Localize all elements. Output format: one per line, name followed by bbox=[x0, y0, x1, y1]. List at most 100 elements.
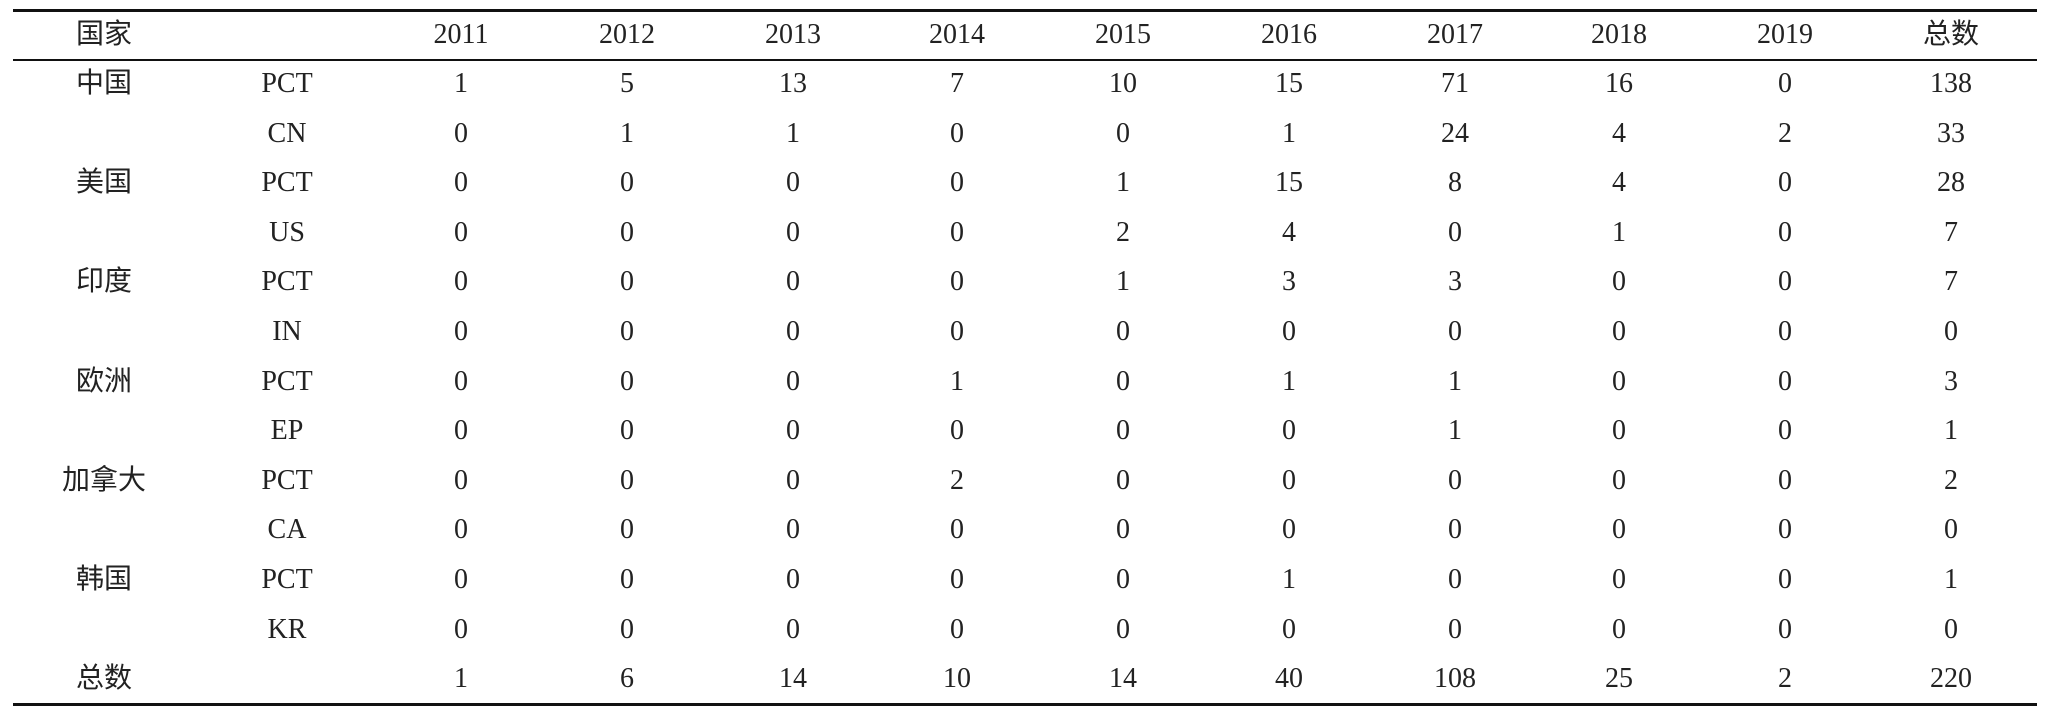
count-cell: 0 bbox=[454, 415, 468, 447]
patent-office: PCT bbox=[261, 365, 313, 397]
count-cell: 0 bbox=[950, 266, 964, 298]
count-cell: 0 bbox=[1612, 564, 1626, 595]
count-cell: 1 bbox=[454, 68, 468, 99]
count-cell: 0 bbox=[454, 117, 468, 149]
patent-office: PCT bbox=[261, 266, 313, 298]
count-cell: 0 bbox=[1282, 613, 1296, 645]
header-year: 2013 bbox=[765, 19, 821, 50]
count-cell: 1 bbox=[1282, 564, 1296, 595]
count-cell: 0 bbox=[1282, 415, 1296, 447]
count-cell: 71 bbox=[1441, 68, 1469, 99]
patent-office: PCT bbox=[261, 68, 313, 99]
country-name: 中国 bbox=[75, 68, 133, 99]
footer-label: 总数 bbox=[75, 663, 133, 695]
footer-count: 108 bbox=[1434, 663, 1476, 695]
count-cell: 0 bbox=[1116, 316, 1130, 347]
count-cell: 0 bbox=[454, 316, 468, 347]
count-cell: 0 bbox=[1778, 564, 1792, 595]
count-cell: 1 bbox=[1282, 365, 1296, 397]
header-country: 国家 bbox=[75, 19, 133, 50]
count-cell: 1 bbox=[786, 117, 800, 149]
count-cell: 4 bbox=[1612, 117, 1626, 149]
footer-count: 10 bbox=[943, 663, 971, 695]
count-cell: 0 bbox=[1612, 365, 1626, 397]
row-total: 33 bbox=[1937, 117, 1965, 149]
count-cell: 0 bbox=[950, 564, 964, 595]
count-cell: 0 bbox=[1116, 564, 1130, 595]
count-cell: 1 bbox=[1612, 216, 1626, 248]
count-cell: 0 bbox=[1116, 117, 1130, 149]
patent-office: IN bbox=[272, 316, 302, 347]
count-cell: 0 bbox=[950, 415, 964, 447]
footer-total: 220 bbox=[1930, 663, 1972, 695]
count-cell: 15 bbox=[1275, 167, 1303, 199]
count-cell: 0 bbox=[1778, 365, 1792, 397]
count-cell: 0 bbox=[620, 216, 634, 248]
row-total: 0 bbox=[1944, 316, 1958, 347]
count-cell: 0 bbox=[1116, 514, 1130, 546]
header-year: 2016 bbox=[1261, 19, 1317, 50]
patent-office: CA bbox=[267, 514, 307, 546]
country-name: 印度 bbox=[75, 266, 133, 298]
count-cell: 0 bbox=[950, 514, 964, 546]
count-cell: 7 bbox=[950, 68, 964, 99]
count-cell: 3 bbox=[1282, 266, 1296, 298]
count-cell: 2 bbox=[1778, 117, 1792, 149]
count-cell: 0 bbox=[1612, 316, 1626, 347]
patent-office: PCT bbox=[261, 464, 313, 496]
count-cell: 0 bbox=[786, 564, 800, 595]
count-cell: 0 bbox=[620, 415, 634, 447]
count-cell: 0 bbox=[454, 365, 468, 397]
count-cell: 0 bbox=[786, 464, 800, 496]
count-cell: 0 bbox=[1612, 514, 1626, 546]
count-cell: 0 bbox=[620, 464, 634, 496]
patent-office: PCT bbox=[261, 167, 313, 199]
row-total: 1 bbox=[1944, 415, 1958, 447]
count-cell: 4 bbox=[1282, 216, 1296, 248]
count-cell: 1 bbox=[1448, 415, 1462, 447]
row-total: 28 bbox=[1937, 167, 1965, 199]
count-cell: 1 bbox=[1282, 117, 1296, 149]
count-cell: 0 bbox=[1282, 514, 1296, 546]
header-year: 2011 bbox=[433, 19, 489, 50]
bottom-rule bbox=[13, 703, 2037, 706]
count-cell: 15 bbox=[1275, 68, 1303, 99]
country-name: 加拿大 bbox=[61, 464, 147, 496]
count-cell: 10 bbox=[1109, 68, 1137, 99]
count-cell: 0 bbox=[1448, 216, 1462, 248]
count-cell: 0 bbox=[950, 167, 964, 199]
count-cell: 0 bbox=[1282, 316, 1296, 347]
count-cell: 0 bbox=[1448, 316, 1462, 347]
count-cell: 0 bbox=[1116, 464, 1130, 496]
header-year: 2018 bbox=[1591, 19, 1647, 50]
count-cell: 0 bbox=[1778, 514, 1792, 546]
row-total: 0 bbox=[1944, 613, 1958, 645]
count-cell: 0 bbox=[620, 514, 634, 546]
footer-count: 2 bbox=[1778, 663, 1792, 695]
count-cell: 5 bbox=[620, 68, 634, 99]
count-cell: 3 bbox=[1448, 266, 1462, 298]
count-cell: 0 bbox=[1778, 68, 1792, 99]
country-name: 韩国 bbox=[75, 564, 133, 595]
count-cell: 0 bbox=[786, 316, 800, 347]
count-cell: 1 bbox=[1116, 167, 1130, 199]
count-cell: 0 bbox=[454, 514, 468, 546]
count-cell: 0 bbox=[1448, 564, 1462, 595]
patent-office: PCT bbox=[261, 564, 313, 595]
patent-office: US bbox=[269, 216, 305, 248]
count-cell: 0 bbox=[786, 415, 800, 447]
count-cell: 0 bbox=[786, 365, 800, 397]
row-total: 3 bbox=[1944, 365, 1958, 397]
count-cell: 0 bbox=[786, 514, 800, 546]
count-cell: 1 bbox=[950, 365, 964, 397]
count-cell: 1 bbox=[1448, 365, 1462, 397]
count-cell: 0 bbox=[1612, 266, 1626, 298]
count-cell: 0 bbox=[950, 316, 964, 347]
count-cell: 16 bbox=[1605, 68, 1633, 99]
country-name: 美国 bbox=[75, 167, 133, 199]
count-cell: 0 bbox=[1116, 613, 1130, 645]
count-cell: 1 bbox=[620, 117, 634, 149]
count-cell: 0 bbox=[620, 316, 634, 347]
footer-count: 40 bbox=[1275, 663, 1303, 695]
